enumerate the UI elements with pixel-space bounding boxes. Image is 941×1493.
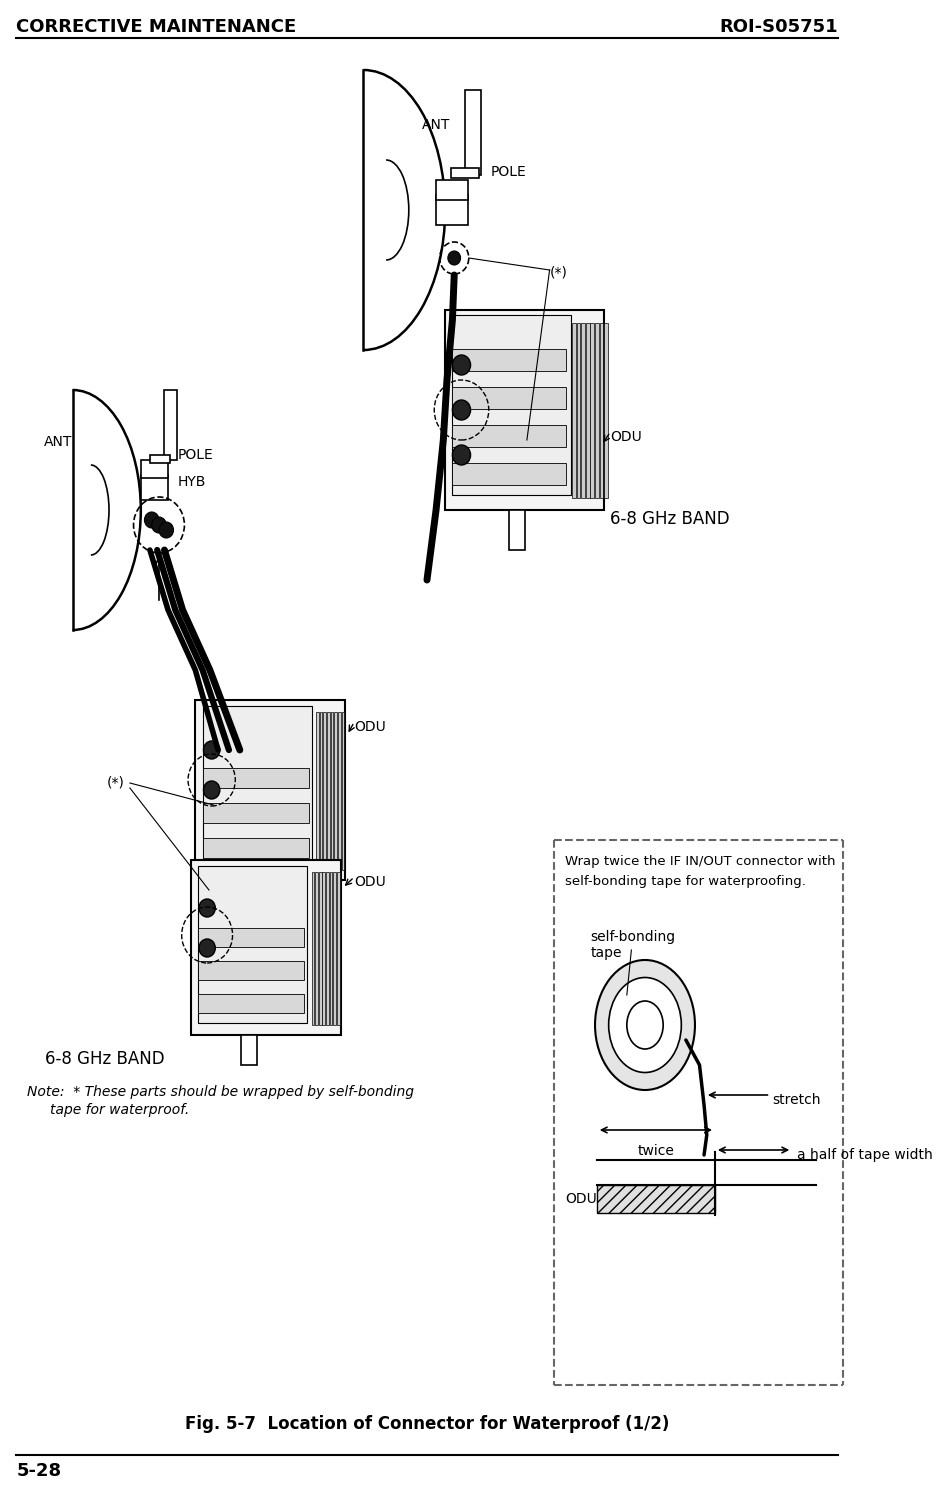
Circle shape [199, 899, 215, 917]
Text: ODU: ODU [611, 430, 642, 443]
Bar [330, 712, 333, 870]
Bar [324, 712, 327, 870]
Text: ANT: ANT [422, 118, 450, 131]
Bar [196, 700, 345, 879]
Bar [342, 712, 344, 870]
Ellipse shape [609, 978, 681, 1072]
Text: (*): (*) [550, 264, 567, 279]
Text: CORRECTIVE MAINTENANCE: CORRECTIVE MAINTENANCE [16, 18, 296, 36]
Bar [327, 872, 328, 1026]
Bar [323, 872, 326, 1026]
Ellipse shape [627, 1000, 663, 1050]
Circle shape [448, 251, 460, 264]
Text: self-bonding
tape: self-bonding tape [591, 930, 676, 960]
Bar [202, 838, 309, 858]
Text: HYB: HYB [177, 475, 205, 490]
Text: ROI-S05751: ROI-S05751 [720, 18, 838, 36]
Bar [445, 311, 604, 511]
Text: 6-8 GHz BAND: 6-8 GHz BAND [611, 511, 730, 529]
Bar [320, 712, 323, 870]
Bar [329, 872, 332, 1026]
Bar [198, 866, 307, 1023]
Text: stretch: stretch [773, 1093, 821, 1106]
Text: ODU: ODU [355, 875, 386, 888]
Text: 6-8 GHz BAND: 6-8 GHz BAND [45, 1050, 165, 1067]
Text: tape for waterproof.: tape for waterproof. [50, 1103, 189, 1117]
Circle shape [453, 400, 470, 420]
Bar [327, 712, 329, 870]
Circle shape [199, 939, 215, 957]
Circle shape [159, 523, 173, 537]
Bar [198, 994, 304, 1012]
Circle shape [152, 517, 167, 533]
Bar [311, 872, 314, 1026]
Bar [453, 349, 566, 370]
Text: twice: twice [637, 1144, 675, 1159]
Circle shape [453, 445, 470, 464]
Text: Fig. 5-7  Location of Connector for Waterproof (1/2): Fig. 5-7 Location of Connector for Water… [184, 1415, 669, 1433]
Bar [453, 426, 566, 446]
Bar [572, 322, 576, 499]
Bar [591, 322, 594, 499]
Bar [315, 872, 318, 1026]
Bar [436, 181, 468, 200]
Bar [319, 872, 322, 1026]
Bar [436, 196, 468, 225]
Bar [586, 322, 590, 499]
Text: ODU: ODU [565, 1191, 597, 1206]
Bar [465, 90, 482, 175]
Bar [452, 169, 479, 178]
Bar [316, 712, 319, 870]
Bar [150, 455, 170, 463]
Bar [202, 767, 309, 788]
Bar [595, 322, 598, 499]
Bar [141, 460, 168, 478]
Text: POLE: POLE [490, 166, 526, 179]
Bar [202, 706, 311, 867]
Text: POLE: POLE [177, 448, 213, 461]
Text: Note:  * These parts should be wrapped by self-bonding: Note: * These parts should be wrapped by… [27, 1085, 414, 1099]
Bar [333, 872, 336, 1026]
Bar [202, 803, 309, 823]
Text: Wrap twice the IF IN/OUT connector with: Wrap twice the IF IN/OUT connector with [565, 855, 836, 867]
Bar [191, 860, 341, 1035]
Text: 5-28: 5-28 [16, 1462, 61, 1480]
Bar [198, 961, 304, 979]
Text: (*): (*) [107, 775, 125, 788]
Bar [582, 322, 585, 499]
Bar [597, 1185, 715, 1212]
Circle shape [144, 512, 159, 529]
Bar [577, 322, 581, 499]
Text: self-bonding tape for waterproofing.: self-bonding tape for waterproofing. [565, 875, 805, 888]
Bar [453, 463, 566, 485]
Text: ODU: ODU [355, 720, 386, 735]
Bar [604, 322, 608, 499]
Bar [509, 511, 525, 549]
Circle shape [453, 355, 470, 375]
Text: a half of tape width: a half of tape width [797, 1148, 933, 1162]
Bar [334, 712, 337, 870]
Text: ANT: ANT [43, 434, 72, 449]
Bar [241, 1035, 257, 1065]
Bar [453, 387, 566, 409]
Bar [198, 929, 304, 947]
Bar [337, 872, 340, 1026]
Bar [249, 879, 263, 911]
Circle shape [203, 741, 220, 758]
Bar [599, 322, 603, 499]
Ellipse shape [595, 960, 695, 1090]
Circle shape [203, 781, 220, 799]
Bar [141, 475, 168, 500]
Bar [164, 390, 177, 460]
Bar [453, 315, 570, 496]
Bar [338, 712, 341, 870]
